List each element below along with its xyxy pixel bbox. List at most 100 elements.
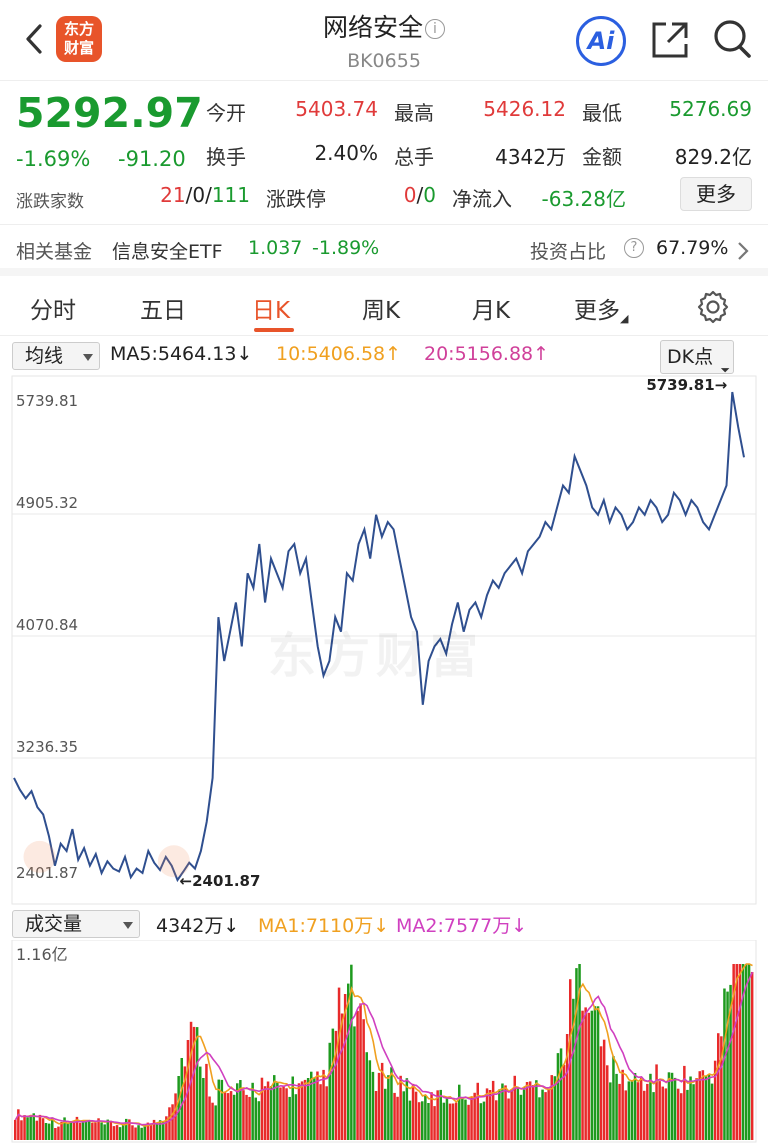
volume-bar bbox=[242, 1090, 245, 1140]
volume-bars bbox=[14, 964, 754, 1140]
info-icon[interactable]: i bbox=[425, 19, 445, 39]
volume-bar bbox=[735, 964, 738, 1140]
volume-bar bbox=[359, 1003, 362, 1140]
tab-daily-k[interactable]: 日K bbox=[252, 298, 291, 324]
volume-bar bbox=[177, 1076, 180, 1140]
share-icon[interactable] bbox=[650, 20, 690, 60]
related-fund-row[interactable]: 相关基金 信息安全ETF 1.037 -1.89% 投资占比 ? 67.79% bbox=[0, 224, 768, 276]
tab-monthly-k[interactable]: 月K bbox=[472, 298, 511, 324]
volume-bar bbox=[75, 1116, 79, 1140]
volume-bar bbox=[738, 964, 742, 1140]
volume-bar bbox=[606, 1065, 609, 1140]
volume-ma2-line bbox=[14, 971, 754, 1126]
volume-bar bbox=[504, 1085, 507, 1140]
volume-bar bbox=[384, 1088, 387, 1140]
volume-bar bbox=[525, 1082, 529, 1140]
volume-bar bbox=[501, 1083, 504, 1140]
volume-bar bbox=[72, 1121, 76, 1140]
turnover-label: 换手 bbox=[206, 145, 246, 169]
watermark-text: 东方财富 bbox=[268, 628, 485, 684]
volume-bar bbox=[649, 1073, 652, 1140]
volume-bar bbox=[636, 1082, 640, 1140]
volume-bar bbox=[195, 1027, 199, 1140]
volume-bar bbox=[686, 1089, 689, 1140]
volume-bar bbox=[149, 1123, 153, 1140]
ma-selector-dropdown[interactable]: 均线 bbox=[12, 342, 100, 370]
volume-bar bbox=[78, 1122, 82, 1140]
volume-bar bbox=[152, 1119, 156, 1140]
tab-five-day[interactable]: 五日 bbox=[140, 298, 186, 324]
volume-chart[interactable]: 1.16亿 bbox=[0, 940, 768, 1144]
chart-grid bbox=[11, 375, 757, 905]
volume-bar bbox=[171, 1104, 174, 1140]
volume-bar bbox=[269, 1086, 273, 1140]
open-label: 今开 bbox=[206, 101, 246, 125]
volume-bar bbox=[421, 1101, 424, 1140]
volume-bar bbox=[316, 1071, 319, 1140]
volume-bar bbox=[374, 1091, 378, 1140]
sector-code: BK0655 bbox=[347, 50, 421, 72]
volume-ma2: MA2:7577万↓ bbox=[396, 915, 528, 937]
volume-bar bbox=[393, 1092, 396, 1140]
volume-bar bbox=[624, 1090, 627, 1140]
turnover-value: 2.40% bbox=[314, 141, 378, 165]
volume-bar bbox=[596, 1006, 600, 1140]
volume-bar bbox=[559, 1048, 563, 1140]
open-value: 5403.74 bbox=[295, 97, 378, 121]
tab-more[interactable]: 更多◢ bbox=[574, 298, 629, 325]
volume-bar bbox=[288, 1096, 291, 1140]
volume-bar bbox=[47, 1123, 51, 1140]
volume-bar bbox=[473, 1092, 476, 1140]
volume-bar bbox=[377, 1072, 381, 1140]
volume-bar bbox=[41, 1118, 45, 1140]
volume-bar bbox=[442, 1102, 446, 1140]
volume-bar bbox=[84, 1121, 88, 1140]
change-percent: -1.69% bbox=[16, 147, 91, 171]
chart-annotations: 5739.81→ ←2401.87 bbox=[23, 376, 727, 890]
volume-bar bbox=[387, 1075, 390, 1140]
volume-bar bbox=[276, 1082, 279, 1140]
amount-value: 829.2亿 bbox=[674, 145, 752, 169]
chevron-right-icon[interactable] bbox=[736, 241, 750, 261]
volume-bar bbox=[236, 1083, 239, 1140]
volume-bar bbox=[223, 1092, 227, 1140]
volume-bar bbox=[248, 1096, 251, 1140]
tab-weekly-k[interactable]: 周K bbox=[362, 298, 401, 324]
volume-bar bbox=[633, 1073, 637, 1140]
volume-bar bbox=[343, 994, 347, 1140]
tab-intraday[interactable]: 分时 bbox=[30, 298, 76, 324]
volume-bar bbox=[325, 1086, 328, 1140]
volume-bar bbox=[399, 1075, 402, 1140]
price-chart[interactable]: 5739.81 4905.32 4070.84 3236.35 2401.87 5739… bbox=[0, 374, 768, 906]
sector-name: 网络安全 bbox=[322, 13, 423, 42]
search-icon[interactable] bbox=[712, 18, 752, 60]
back-arrow-icon[interactable] bbox=[18, 22, 52, 56]
volume-bar bbox=[51, 1117, 54, 1140]
volume-bar bbox=[140, 1127, 143, 1140]
volume-bar bbox=[646, 1083, 649, 1140]
dk-point-button[interactable]: DK点 bbox=[660, 340, 734, 374]
volume-bar bbox=[300, 1081, 304, 1140]
ai-assistant-button[interactable]: Ai bbox=[576, 16, 626, 66]
volume-bar bbox=[402, 1091, 405, 1140]
volume-bar bbox=[211, 1102, 214, 1140]
low-value: 5276.69 bbox=[669, 97, 752, 121]
settings-gear-icon[interactable] bbox=[696, 290, 730, 324]
volume-bar bbox=[720, 1036, 723, 1140]
more-quote-button[interactable]: 更多 bbox=[680, 177, 752, 211]
eastmoney-logo: 东方 财富 bbox=[56, 16, 102, 62]
volume-bar bbox=[337, 987, 341, 1140]
volume-bar bbox=[310, 1071, 313, 1140]
help-icon[interactable]: ? bbox=[624, 238, 644, 258]
volume-bar bbox=[451, 1103, 455, 1140]
volume-bar bbox=[599, 1046, 603, 1140]
volume-bar bbox=[251, 1082, 254, 1140]
volume-bar bbox=[165, 1116, 168, 1140]
volume-bar bbox=[20, 1120, 23, 1140]
volume-bar bbox=[535, 1080, 538, 1140]
volume-label: 总手 bbox=[394, 145, 434, 169]
volume-selector-dropdown[interactable]: 成交量 bbox=[12, 910, 140, 938]
volume-bar bbox=[507, 1098, 510, 1140]
volume-bar bbox=[519, 1094, 523, 1140]
volume-bar bbox=[291, 1076, 294, 1140]
